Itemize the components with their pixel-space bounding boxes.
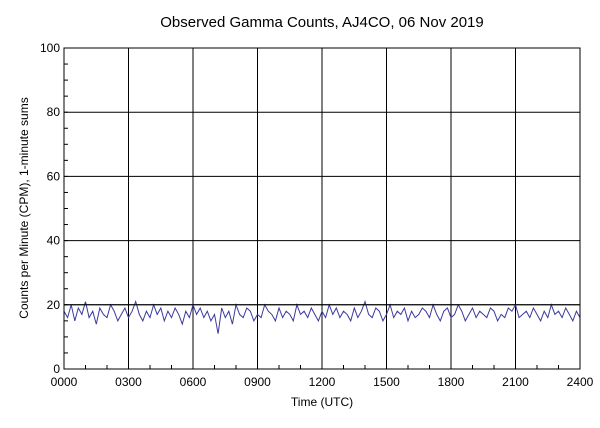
y-tick-label: 80 bbox=[47, 105, 61, 119]
chart-title: Observed Gamma Counts, AJ4CO, 06 Nov 201… bbox=[160, 14, 484, 31]
x-tick-label: 0900 bbox=[244, 375, 271, 389]
y-tick-label: 60 bbox=[47, 169, 61, 183]
x-tick-label: 0600 bbox=[180, 375, 207, 389]
y-tick-label: 0 bbox=[53, 362, 60, 376]
y-tick-label: 20 bbox=[47, 298, 61, 312]
x-tick-label: 2400 bbox=[567, 375, 594, 389]
y-tick-label: 40 bbox=[47, 234, 61, 248]
cpm-series-line bbox=[63, 299, 581, 334]
x-tick-label: 1500 bbox=[373, 375, 400, 389]
minor-ticks bbox=[63, 47, 581, 370]
y-axis-ticks: 0 20 40 60 80 100 bbox=[40, 41, 60, 376]
y-axis-label: Counts per Minute (CPM), 1-minute sums bbox=[17, 97, 31, 318]
series-layer bbox=[63, 299, 581, 334]
x-tick-label: 1200 bbox=[309, 375, 336, 389]
x-tick-label: 2100 bbox=[502, 375, 529, 389]
x-tick-label: 0300 bbox=[115, 375, 142, 389]
x-axis-ticks: 0000 0300 0600 0900 1200 1500 1800 2100 2400 bbox=[51, 375, 594, 389]
y-tick-label: 100 bbox=[40, 41, 60, 55]
x-tick-label: 0000 bbox=[51, 375, 78, 389]
x-tick-label: 1800 bbox=[438, 375, 465, 389]
x-axis-label: Time (UTC) bbox=[291, 395, 353, 409]
